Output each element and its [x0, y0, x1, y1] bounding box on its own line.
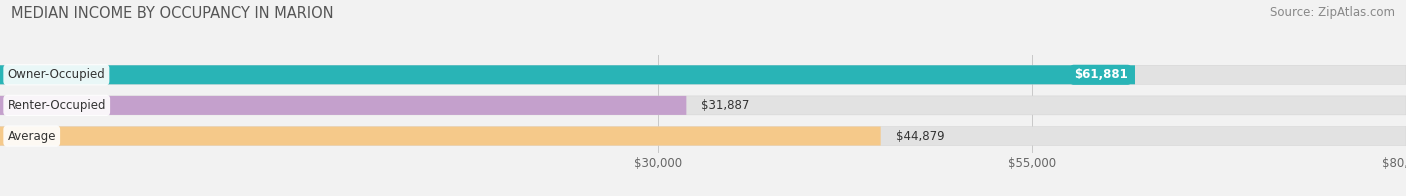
Text: $44,879: $44,879 [896, 130, 945, 142]
FancyBboxPatch shape [0, 127, 880, 145]
FancyBboxPatch shape [0, 96, 1406, 115]
Text: $31,887: $31,887 [702, 99, 749, 112]
Text: $61,881: $61,881 [1074, 68, 1128, 81]
Text: Average: Average [7, 130, 56, 142]
FancyBboxPatch shape [0, 96, 686, 115]
FancyBboxPatch shape [0, 65, 1135, 84]
Text: Owner-Occupied: Owner-Occupied [7, 68, 105, 81]
Text: MEDIAN INCOME BY OCCUPANCY IN MARION: MEDIAN INCOME BY OCCUPANCY IN MARION [11, 6, 333, 21]
Text: Renter-Occupied: Renter-Occupied [7, 99, 105, 112]
FancyBboxPatch shape [0, 65, 1406, 84]
FancyBboxPatch shape [0, 127, 1406, 145]
Text: Source: ZipAtlas.com: Source: ZipAtlas.com [1270, 6, 1395, 19]
